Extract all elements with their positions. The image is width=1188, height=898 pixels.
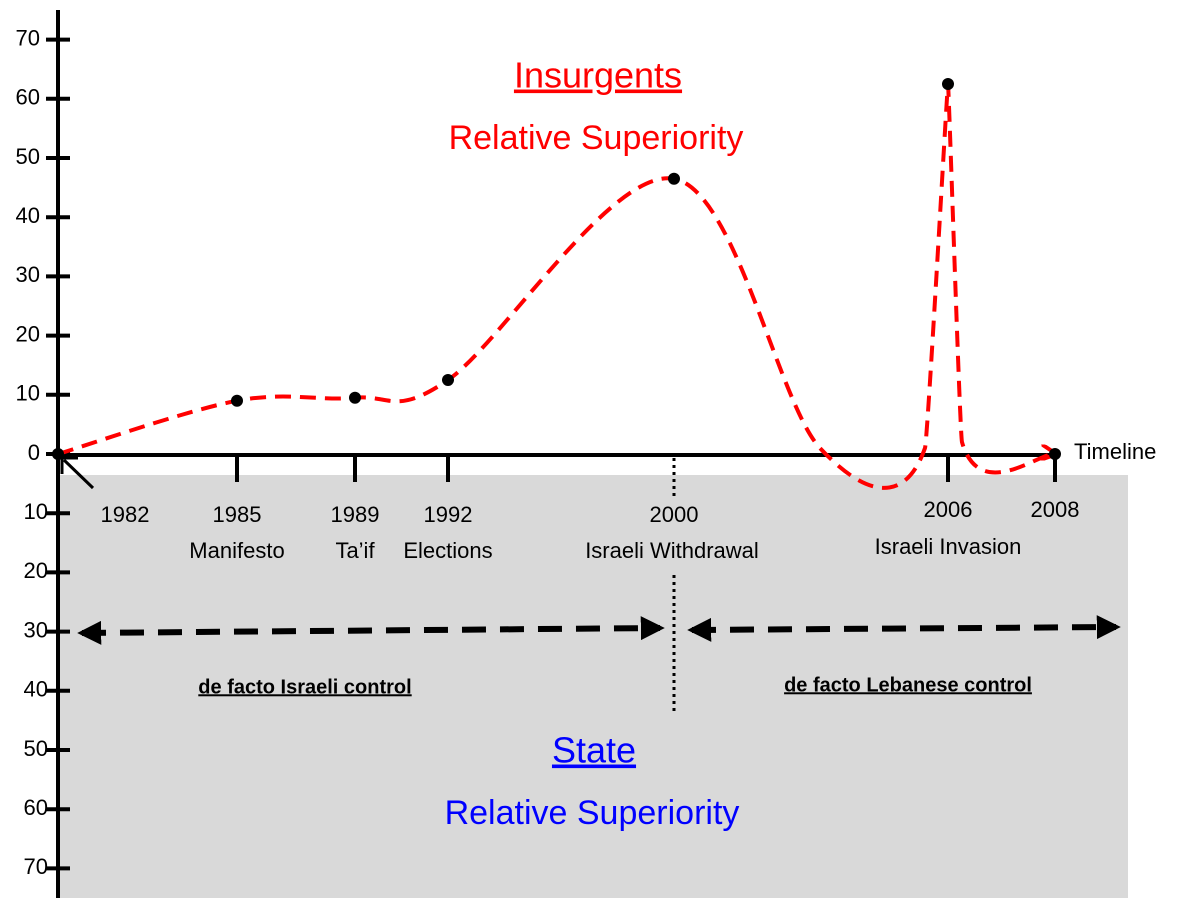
y-tick-label: 20 — [24, 558, 48, 583]
y-tick-label: 10 — [24, 499, 48, 524]
event-label: Manifesto — [189, 538, 284, 563]
trend-line — [57, 81, 1055, 490]
point — [442, 374, 454, 386]
y-tick-label: 30 — [16, 262, 40, 287]
period-label: de facto Israeli control — [198, 676, 411, 698]
y-tick-label: 10 — [16, 381, 40, 406]
lower-title: State — [552, 730, 636, 771]
period-arrow — [687, 615, 1121, 642]
y-tick-label: 50 — [24, 736, 48, 761]
y-tick-label: 30 — [24, 617, 48, 642]
title: Insurgents — [514, 55, 682, 96]
y-tick-label: 50 — [16, 144, 40, 169]
subtitle: Relative Superiority — [449, 119, 744, 157]
event-label: Elections — [403, 538, 492, 563]
event-label: Israeli Invasion — [875, 534, 1022, 559]
y-tick-label: 70 — [24, 854, 48, 879]
x-tick-label: 1985 — [213, 502, 262, 527]
x-axis-label: Timeline — [1074, 439, 1156, 464]
y-tick-label: 20 — [16, 321, 40, 346]
origin-pointer — [62, 458, 95, 490]
x-tick-label: 2000 — [650, 502, 699, 527]
point — [52, 448, 64, 460]
point — [1049, 448, 1061, 460]
x-tick-label: 1989 — [331, 502, 380, 527]
point — [231, 394, 243, 407]
x-tick-label: 2006 — [924, 497, 973, 522]
y-tick-label: 40 — [16, 203, 40, 228]
y-tick-label: 70 — [16, 25, 40, 50]
x-tick-label: 1982 — [101, 502, 150, 527]
y-tick-label: 0 — [28, 440, 40, 465]
x-tick-label: 1992 — [424, 502, 473, 527]
event-label: Israeli Withdrawal — [585, 538, 759, 563]
period-arrow — [77, 616, 665, 645]
state-region — [58, 475, 1128, 898]
lower-subtitle: Relative Superiority — [445, 794, 740, 832]
x-tick-label: 2008 — [1031, 497, 1080, 522]
y-tick-label: 60 — [16, 85, 40, 110]
point — [942, 78, 954, 90]
point — [349, 391, 361, 404]
y-tick-label: 40 — [24, 677, 48, 702]
y-tick-label: 60 — [24, 795, 48, 820]
point — [668, 172, 680, 185]
event-label: Ta’if — [335, 538, 375, 563]
period-label: de facto Lebanese control — [784, 674, 1032, 696]
